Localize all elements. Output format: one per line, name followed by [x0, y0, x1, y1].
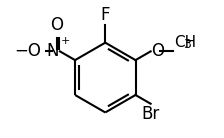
Text: N: N — [47, 42, 59, 60]
Text: CH: CH — [174, 35, 196, 50]
Text: +: + — [60, 36, 70, 46]
Text: −O: −O — [14, 42, 41, 60]
Text: O: O — [151, 42, 164, 60]
Text: Br: Br — [142, 105, 160, 123]
Text: F: F — [101, 6, 110, 24]
Text: 3: 3 — [183, 38, 191, 51]
Text: O: O — [50, 16, 63, 34]
